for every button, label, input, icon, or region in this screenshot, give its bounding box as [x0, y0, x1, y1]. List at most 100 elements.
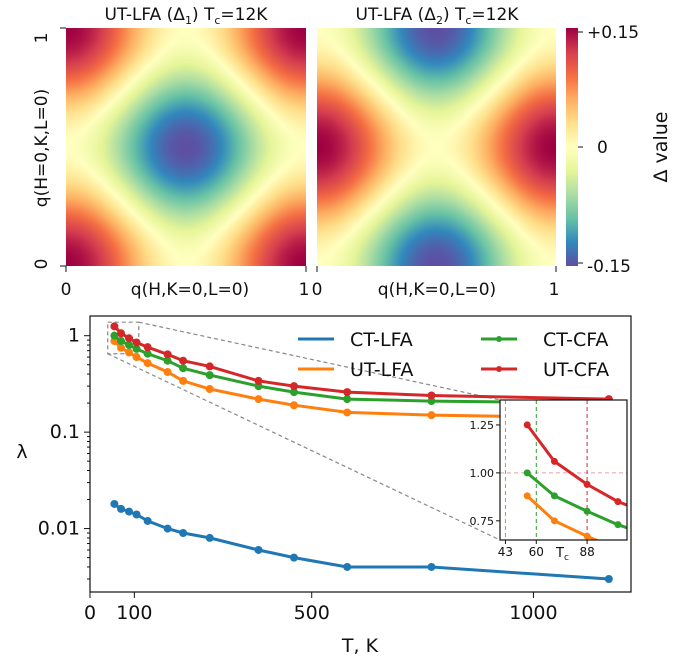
inset-point-ut-lfa — [660, 561, 667, 568]
heatmap1-xtick-label: 0 — [61, 280, 72, 300]
colorbar: +0.15 0 -0.15 Δ value — [566, 23, 672, 277]
inset-background — [500, 400, 627, 540]
colorbar-gradient — [566, 28, 578, 266]
heatmap-delta1: UT-LFA (Δ1) Tc=12K 0 1 q(H,K=0,L=0) 1 0 … — [32, 5, 309, 300]
inset-point-ut-cfa — [660, 515, 667, 522]
inset-xtick-label: 60 — [529, 545, 544, 559]
inset-point-ut-cfa — [614, 498, 622, 506]
zoom-connector — [138, 321, 501, 401]
inset-point-ct-cfa — [523, 469, 531, 477]
point-ut-lfa — [343, 408, 352, 417]
heatmap2-title: UT-LFA (Δ2) Tc=12K — [356, 5, 520, 27]
legend-marker-ut-cfa — [496, 366, 502, 372]
heatmap2-xlabel: q(H,K=0,L=0) — [378, 280, 496, 300]
point-ut-lfa — [143, 359, 152, 368]
point-ct-cfa — [205, 371, 214, 380]
heatmap2-xtick-label: 0 — [312, 280, 323, 300]
point-ut-lfa — [179, 376, 188, 385]
point-ct-lfa — [254, 545, 263, 554]
point-ct-lfa — [289, 553, 298, 562]
point-ut-cfa — [163, 350, 172, 359]
point-ct-lfa — [125, 507, 134, 516]
heatmap-ytick-label: 1 — [32, 33, 52, 44]
inset-point-ct-cfa — [660, 537, 667, 544]
main-ytick-label: 0.1 — [50, 421, 80, 443]
heatmap2-xtick-label: 1 — [549, 280, 560, 300]
point-ct-cfa — [179, 364, 188, 373]
main-ytick-label: 1 — [68, 325, 80, 347]
main-ylabel: λ — [16, 441, 27, 463]
inset-point-ut-lfa — [550, 517, 558, 525]
colorbar-tick-label: -0.15 — [587, 257, 631, 277]
inset-point-ut-lfa — [523, 492, 531, 500]
heatmap1-xlabel: q(H,K=0,L=0) — [131, 280, 249, 300]
inset-point-ut-lfa — [583, 532, 591, 540]
colorbar-tick-label: 0 — [597, 138, 608, 158]
lambda-chart: 0 100 500 1000 1 0.1 0.01 T, K λ CT-LFA UT-LFA… — [16, 315, 667, 657]
legend: CT-LFA UT-LFA CT-CFA UT-CFA — [298, 329, 609, 381]
main-xtick-label: 100 — [116, 602, 152, 624]
point-ut-lfa — [205, 385, 214, 394]
point-ut-cfa — [343, 388, 352, 397]
point-ut-lfa — [125, 348, 134, 357]
point-ut-lfa — [427, 411, 436, 420]
main-xtick-label: 500 — [294, 602, 330, 624]
point-ut-cfa — [205, 362, 214, 371]
point-ct-lfa — [343, 562, 352, 571]
heatmap-delta2: UT-LFA (Δ2) Tc=12K 0 1 q(H,K=0,L=0) — [312, 5, 560, 300]
point-ut-lfa — [289, 401, 298, 410]
point-ut-cfa — [289, 382, 298, 391]
inset-xlabel: Tc — [555, 546, 569, 563]
inset-point-ct-cfa — [614, 521, 622, 529]
point-ut-cfa — [125, 334, 134, 343]
main-xtick-label: 1000 — [509, 602, 557, 624]
inset-point-ut-lfa — [614, 546, 621, 553]
inset-xtick-label: 88 — [579, 545, 594, 559]
point-ut-cfa — [132, 338, 141, 347]
inset-point-ut-cfa — [583, 480, 591, 488]
point-ct-lfa — [604, 575, 613, 584]
inset-point-ut-cfa — [523, 421, 531, 429]
point-ut-cfa — [427, 391, 436, 400]
inset-frame — [499, 399, 628, 541]
point-ct-lfa — [110, 499, 119, 508]
main-ytick-label: 0.01 — [38, 518, 80, 540]
point-ct-lfa — [163, 524, 172, 533]
inset-ytick-label: 1.00 — [470, 467, 495, 480]
legend-marker-ct-cfa — [496, 336, 502, 342]
point-ct-cfa — [289, 388, 298, 397]
legend-label-ct-cfa: CT-CFA — [543, 329, 608, 351]
zoom-connector — [107, 353, 501, 541]
point-ct-cfa — [110, 331, 119, 340]
zoom-region — [107, 321, 140, 355]
heatmap1-xtick-label: 1 — [299, 280, 310, 300]
main-xlabel: T, K — [341, 635, 379, 657]
point-ct-cfa — [125, 341, 134, 350]
point-ct-cfa — [427, 397, 436, 406]
point-ct-cfa — [143, 349, 152, 358]
point-ut-cfa — [143, 343, 152, 352]
point-ct-lfa — [427, 562, 436, 571]
inset-xtick-label: 43 — [498, 545, 513, 559]
main-xtick-label: 0 — [84, 602, 96, 624]
point-ut-lfa — [132, 353, 141, 362]
inset-ytick-label: 1.25 — [470, 419, 495, 432]
legend-label-ct-lfa: CT-LFA — [350, 329, 413, 351]
heatmap1-image — [66, 28, 306, 266]
point-ct-lfa — [132, 510, 141, 519]
point-ct-cfa — [343, 395, 352, 404]
point-ut-cfa — [117, 329, 126, 338]
point-ct-cfa — [163, 356, 172, 365]
point-ct-cfa — [117, 337, 126, 346]
point-ut-lfa — [163, 368, 172, 377]
point-ut-cfa — [254, 376, 263, 385]
heatmap1-title: UT-LFA (Δ1) Tc=12K — [105, 5, 269, 27]
legend-label-ut-lfa: UT-LFA — [350, 359, 413, 381]
heatmap-ytick-label: 0 — [32, 259, 52, 270]
point-ut-cfa — [110, 322, 119, 331]
point-ut-cfa — [179, 356, 188, 365]
colorbar-tick-label: +0.15 — [587, 23, 639, 43]
inset-ytick-label: 0.75 — [470, 515, 495, 528]
inset-point-ct-cfa — [550, 492, 558, 500]
